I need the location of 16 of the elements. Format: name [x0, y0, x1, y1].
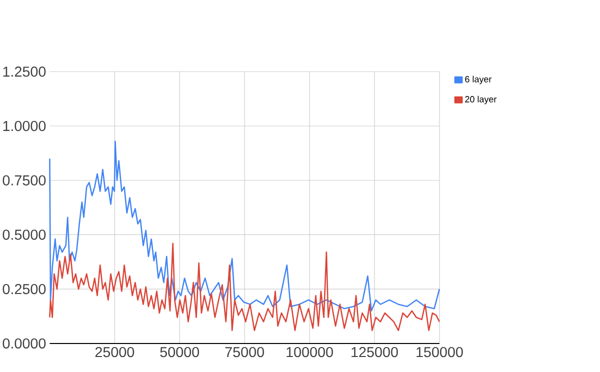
- x-tick-label: 50000: [160, 347, 200, 358]
- y-tick-label: 0.2500: [2, 284, 46, 294]
- x-tick-label: 150000: [416, 347, 463, 358]
- x-tick-label: 100000: [286, 347, 333, 358]
- line-series: [49, 140, 440, 312]
- y-tick-label: 1.2500: [3, 66, 46, 77]
- y-tick-label: 0.0000: [2, 338, 46, 349]
- x-tick-label: 75000: [225, 347, 264, 358]
- x-tick-label: 25000: [95, 347, 134, 358]
- y-tick-label: 0.7500: [2, 175, 46, 186]
- legend-label: 20 layer: [465, 96, 497, 104]
- legend-label: 6 layer: [465, 76, 492, 84]
- y-tick-label: 1.0000: [3, 120, 46, 132]
- y-tick-label: 0.5000: [2, 230, 46, 240]
- line-series: [49, 242, 440, 332]
- x-tick-label: 125000: [352, 347, 398, 358]
